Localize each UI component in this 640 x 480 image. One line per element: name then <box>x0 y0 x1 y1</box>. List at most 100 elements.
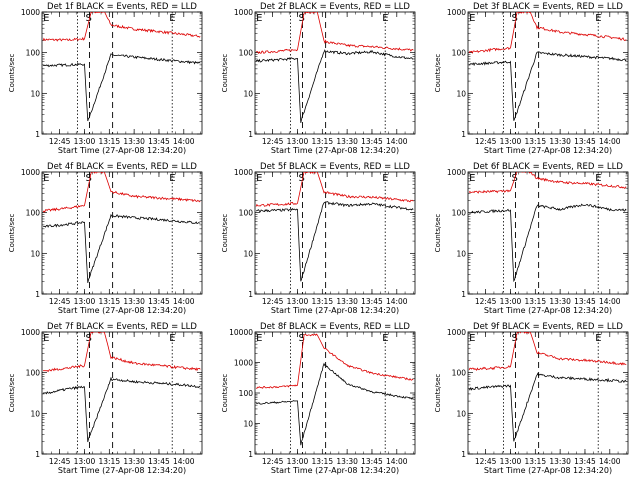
panel-title: Det 4f BLACK = Events, RED = LLD <box>47 162 197 172</box>
marker-label-S: S <box>85 333 91 344</box>
x-tick-label: 14:00 <box>173 137 195 146</box>
marker-label-E: E <box>256 333 262 344</box>
y-tick-label: 100 <box>452 49 467 58</box>
panel-det-3: Det 3f BLACK = Events, RED = LLD 1 10 100 10… <box>434 2 629 155</box>
y-tick-label: 100 <box>452 369 467 378</box>
y-tick-label: 1000 <box>21 168 40 177</box>
x-tick-label: 14:00 <box>173 457 195 466</box>
x-tick-label: 13:15 <box>524 297 546 306</box>
panel-title: Det 5f BLACK = Events, RED = LLD <box>260 162 410 172</box>
plot-frame <box>467 331 629 455</box>
series-line-lld <box>468 332 627 371</box>
series-group <box>42 12 201 122</box>
plot-frame <box>254 11 416 135</box>
panel-title: Det 6f BLACK = Events, RED = LLD <box>473 162 623 172</box>
x-tick-label: 14:00 <box>386 137 408 146</box>
x-tick-label: 13:45 <box>574 457 596 466</box>
series-line-events <box>255 49 414 123</box>
x-axis-label: Start Time (27-Apr-08 12:34:20) <box>484 306 612 315</box>
y-tick-label: 1000 <box>21 328 40 337</box>
marker-label-S: S <box>85 13 91 24</box>
y-tick-label: 1000 <box>234 168 253 177</box>
panel-det-6: Det 6f BLACK = Events, RED = LLD 1 10 100 10… <box>434 162 629 315</box>
x-axis-label: Start Time (27-Apr-08 12:34:20) <box>484 466 612 475</box>
x-tick-label: 13:45 <box>148 457 170 466</box>
marker-label-S: S <box>511 13 517 24</box>
y-axis-label: Counts/sec <box>221 374 229 413</box>
panel-title: Det 3f BLACK = Events, RED = LLD <box>473 2 623 12</box>
y-axis-label: Counts/sec <box>221 214 229 253</box>
panel-det-9: Det 9f BLACK = Events, RED = LLD 1 10 100 10… <box>434 322 629 475</box>
series-group <box>255 12 414 123</box>
x-tick-label: 13:45 <box>361 137 383 146</box>
x-tick-label: 12:45 <box>475 297 497 306</box>
plot-frame <box>467 171 629 295</box>
series-line-events <box>255 201 414 282</box>
series-group <box>255 172 414 282</box>
y-tick-label: 10 <box>243 249 253 258</box>
x-tick-label: 13:30 <box>336 297 358 306</box>
x-tick-label: 13:45 <box>574 297 596 306</box>
x-tick-label: 14:00 <box>599 457 621 466</box>
series-line-events <box>42 53 201 122</box>
marker-label-E: E <box>169 173 175 184</box>
x-tick-label: 13:30 <box>336 457 358 466</box>
y-axis-label: Counts/sec <box>221 54 229 93</box>
marker-label-E: E <box>43 173 49 184</box>
y-axis-label: Counts/sec <box>8 54 16 93</box>
y-tick-label: 1000 <box>234 359 253 368</box>
marker-label-E: E <box>595 173 601 184</box>
x-tick-label: 13:00 <box>500 457 522 466</box>
x-tick-label: 13:00 <box>500 297 522 306</box>
x-axis-label: Start Time (27-Apr-08 12:34:20) <box>58 306 186 315</box>
y-axis-label: Counts/sec <box>8 214 16 253</box>
series-line-events <box>256 362 414 446</box>
panel-det-1: Det 1f BLACK = Events, RED = LLD 1 10 100 10… <box>8 2 203 155</box>
marker-label-E: E <box>43 13 49 24</box>
y-axis-label: Counts/sec <box>8 374 16 413</box>
marker-label-E: E <box>256 13 262 24</box>
marker-label-S: S <box>511 333 517 344</box>
y-tick-label: 100 <box>239 389 254 398</box>
x-tick-label: 12:45 <box>262 137 284 146</box>
panel-det-8: Det 8f BLACK = Events, RED = LLD 1 10 100 10… <box>221 322 416 475</box>
x-tick-label: 13:00 <box>74 457 96 466</box>
series-group <box>42 332 201 443</box>
y-tick-label: 10 <box>30 89 40 98</box>
series-group <box>468 12 627 121</box>
x-tick-label: 12:45 <box>49 297 71 306</box>
x-tick-label: 12:45 <box>49 457 71 466</box>
y-tick-label: 1000 <box>21 8 40 17</box>
x-tick-label: 12:45 <box>475 137 497 146</box>
x-axis-label: Start Time (27-Apr-08 12:34:20) <box>271 146 399 155</box>
marker-label-E: E <box>469 333 475 344</box>
y-tick-label: 10 <box>30 409 40 418</box>
y-tick-label: 1 <box>35 290 40 299</box>
series-line-lld <box>468 12 627 54</box>
panel-det-4: Det 4f BLACK = Events, RED = LLD 1 10 100 10… <box>8 162 203 315</box>
x-axis-label: Start Time (27-Apr-08 12:34:20) <box>58 146 186 155</box>
x-tick-label: 13:15 <box>98 457 120 466</box>
x-tick-label: 13:00 <box>287 457 309 466</box>
y-tick-label: 1 <box>248 450 253 459</box>
panel-title: Det 9f BLACK = Events, RED = LLD <box>473 322 623 332</box>
y-tick-label: 1 <box>35 130 40 139</box>
x-tick-label: 13:15 <box>98 137 120 146</box>
x-tick-label: 13:30 <box>549 457 571 466</box>
x-tick-label: 14:00 <box>386 457 408 466</box>
marker-label-E: E <box>382 333 388 344</box>
plot-frame <box>41 11 203 135</box>
y-tick-label: 10 <box>243 420 253 429</box>
marker-label-S: S <box>85 173 91 184</box>
series-line-lld <box>255 333 414 389</box>
y-tick-label: 1000 <box>234 8 253 17</box>
series-line-lld <box>42 12 201 42</box>
x-axis-label: Start Time (27-Apr-08 12:34:20) <box>271 466 399 475</box>
y-tick-label: 1000 <box>447 8 466 17</box>
marker-label-S: S <box>298 173 304 184</box>
x-tick-label: 13:00 <box>500 137 522 146</box>
y-tick-label: 1 <box>461 290 466 299</box>
x-tick-label: 13:00 <box>74 297 96 306</box>
panel-title: Det 1f BLACK = Events, RED = LLD <box>47 2 197 12</box>
y-tick-label: 1000 <box>447 168 466 177</box>
